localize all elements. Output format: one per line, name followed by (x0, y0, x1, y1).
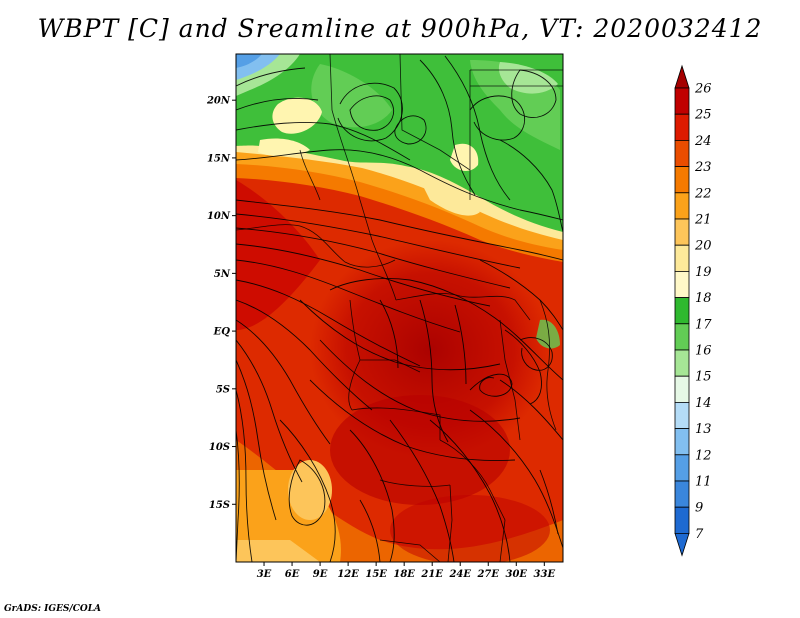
lat-tick-label: 5S (216, 384, 230, 395)
lat-tick-label: 5N (214, 269, 231, 280)
lon-tick-label: 18E (393, 569, 415, 580)
wbpt-field-southwest-edge (236, 540, 320, 562)
colorbar-swatch (674, 297, 690, 325)
colorbar: 26 25 24 23 22 21 20 19 18 17 16 15 14 13 12 11 9 7 (674, 64, 712, 557)
colorbar-label: 12 (695, 448, 712, 463)
colorbar-label: 23 (694, 160, 712, 175)
wbpt-field-west-coast (236, 180, 320, 330)
colorbar-swatch (674, 139, 690, 167)
map-plot-area (236, 54, 563, 562)
wbpt-field-southwest-20 (288, 460, 332, 520)
colorbar-swatch (674, 244, 690, 272)
colorbar-label: 18 (695, 291, 712, 306)
colorbar-min-arrow (674, 533, 690, 557)
colorbar-label: 17 (695, 317, 712, 332)
lon-tick-label: 30E (506, 569, 528, 580)
lon-tick-label: 12E (337, 569, 359, 580)
colorbar-label: 24 (694, 134, 712, 149)
colorbar-swatch (674, 270, 690, 298)
wbpt-field-18-patch-c (450, 143, 479, 172)
colorbar-label: 25 (694, 108, 712, 123)
colorbar-label: 9 (695, 501, 703, 516)
lat-tick-label: 10N (207, 211, 231, 222)
lon-tick-label: 21E (420, 569, 443, 580)
colorbar-swatch (674, 480, 690, 508)
colorbar-label: 16 (695, 344, 712, 359)
wbpt-field-east-highland (536, 319, 560, 349)
wbpt-field-16-patch-a (311, 64, 392, 128)
colorbar-swatch (674, 87, 690, 115)
colorbar-swatch (674, 113, 690, 141)
wbpt-field-18-patch-b (258, 138, 310, 157)
colorbar-swatch (674, 192, 690, 220)
colorbar-label: 26 (694, 82, 712, 97)
lon-tick-label: 3E (257, 569, 272, 580)
colorbar-label: 14 (695, 396, 712, 411)
lat-tick-label: EQ (213, 327, 231, 338)
colorbar-swatch (674, 166, 690, 194)
colorbar-swatch (674, 428, 690, 456)
colorbar-label: 20 (694, 239, 712, 254)
colorbar-label: 19 (695, 265, 712, 280)
lon-tick-label: 33E (534, 569, 556, 580)
colorbar-label: 11 (695, 475, 712, 490)
lat-tick-label: 20N (206, 96, 231, 107)
colorbar-swatch (674, 323, 690, 351)
lon-tick-label: 6E (285, 569, 300, 580)
lon-tick-label: 24E (448, 569, 471, 580)
colorbar-swatch (674, 349, 690, 377)
colorbar-swatch (674, 375, 690, 403)
wbpt-field-hot-far-south (390, 495, 550, 562)
wbpt-field-18-patch-a (272, 97, 322, 134)
lat-tick-label: 10S (209, 442, 230, 453)
colorbar-label: 21 (694, 213, 712, 228)
colorbar-max-arrow (674, 64, 690, 89)
colorbar-label: 7 (695, 527, 704, 542)
wbpt-field-nw-11 (236, 54, 262, 68)
colorbar-swatch (674, 454, 690, 482)
colorbar-swatch (674, 401, 690, 429)
colorbar-label: 13 (695, 422, 712, 437)
lon-tick-label: 27E (476, 569, 499, 580)
lon-tick-label: 15E (365, 569, 387, 580)
lon-tick-label: 9E (313, 569, 328, 580)
map-frame (235, 53, 564, 563)
streamlines (236, 55, 563, 562)
latitude-axis: 20N 15N 10N 5N EQ 5S 10S 15S (206, 96, 236, 511)
colorbar-label: 15 (695, 370, 712, 385)
colorbar-swatch (674, 506, 690, 534)
colorbar-swatch (674, 218, 690, 246)
lat-tick-label: 15S (209, 500, 230, 511)
wbpt-field-18-patch-d (420, 180, 480, 216)
colorbar-label: 22 (694, 186, 712, 201)
grads-credit: GrADS: IGES/COLA (4, 604, 102, 614)
map-title: WBPT [C] and Sreamline at 900hPa, VT: 20… (37, 14, 763, 43)
lat-tick-label: 15N (207, 153, 231, 164)
longitude-axis: 3E 6E 9E 12E 15E 18E 21E 24E 27E 30E 33E (257, 562, 556, 580)
